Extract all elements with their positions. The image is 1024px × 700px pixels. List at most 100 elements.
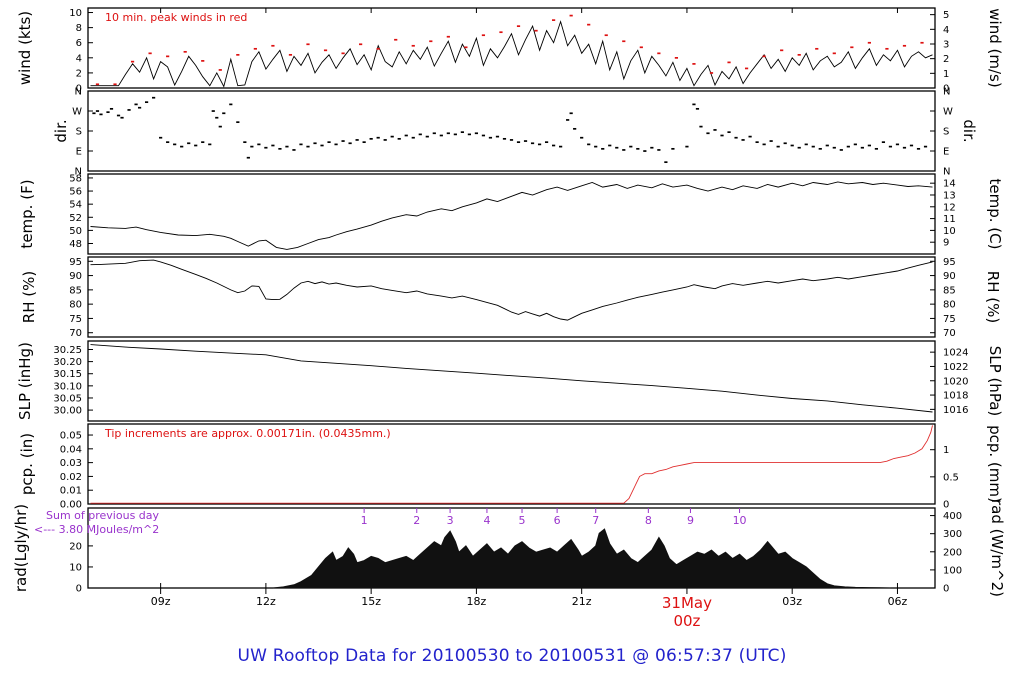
rad-right-tick-label: 100 <box>943 565 962 576</box>
wind-direction-dots <box>109 107 114 110</box>
wind-direction-dots <box>418 133 422 136</box>
wind-direction-dots <box>741 139 745 141</box>
wind-direction-dots <box>404 134 408 137</box>
wind-direction-dots <box>257 143 261 146</box>
wind-direction-dots <box>271 144 275 147</box>
wind-peaks-dots <box>253 47 257 50</box>
rad-left-tick-label: 10 <box>69 562 82 573</box>
wind-peaks-dots <box>604 34 608 37</box>
wind-direction-dots <box>762 143 766 146</box>
wind-direction-dots <box>601 147 605 150</box>
rad-right-tick-label: 200 <box>943 547 962 558</box>
wind-direction-dots <box>495 135 500 138</box>
temp-left-tick-label: 54 <box>69 200 82 211</box>
rh-left-tick-label: 85 <box>69 285 82 296</box>
wind-direction-dots <box>194 144 198 147</box>
wind-direction-dots <box>706 132 710 135</box>
wind-direction-dots <box>327 141 331 144</box>
wind-direction-dots <box>474 132 479 135</box>
wind-peaks-dots <box>306 43 310 46</box>
wind-direction-dots <box>243 141 247 144</box>
wind-direction-dots <box>867 144 871 147</box>
rad-sum-label: 7 <box>592 514 599 527</box>
wind-right-tick-label: 0 <box>943 84 949 95</box>
rad-right-tick-label: 0 <box>943 584 949 595</box>
pcp-left-tick-label: 0.01 <box>60 486 82 497</box>
wind-peaks-dots <box>446 35 450 38</box>
x-label: 09z <box>151 595 171 608</box>
relative-humidity-line <box>90 259 933 321</box>
wind-direction-dots <box>116 114 121 117</box>
wind-direction-dots <box>783 142 787 145</box>
wind-direction-dots <box>713 129 717 131</box>
wind-peaks-dots <box>341 52 345 55</box>
rad-sum-label: 8 <box>645 514 652 527</box>
wind-left-tick-label: 0 <box>76 84 82 95</box>
wind-direction-dots <box>425 135 429 138</box>
wind-peaks-dots <box>411 44 415 47</box>
wind-direction-dots <box>888 145 893 148</box>
temp-left-tick-label: 52 <box>69 213 82 224</box>
slp-right-tick-label: 1018 <box>943 391 968 402</box>
wind-peaks-dots <box>376 47 380 50</box>
wind-direction-dots <box>173 143 177 146</box>
rh-right-tick-label: 75 <box>943 314 956 325</box>
wind-direction-dots <box>825 144 829 147</box>
rad-left-tick-label: 20 <box>69 541 82 552</box>
wind-direction-dots <box>839 149 843 151</box>
wind-annotation: 10 min. peak winds in red <box>105 11 247 24</box>
panel-dir <box>87 90 936 172</box>
wind-direction-dots <box>544 141 549 144</box>
wind-direction-dots <box>152 96 156 99</box>
wind-direction-dots <box>748 135 752 138</box>
wind-direction-dots <box>453 133 457 136</box>
dir-right-tick-label: W <box>943 107 953 118</box>
wind-peaks-dots <box>148 52 152 55</box>
wind-direction-dots <box>727 131 731 134</box>
rad-annotation: <--- 3.80 MJoules/m^2 <box>34 523 159 536</box>
wind-direction-dots <box>187 142 191 145</box>
wind-direction-dots <box>523 140 528 142</box>
wind-peaks-dots <box>744 67 749 70</box>
wind-direction-dots <box>134 103 138 106</box>
wind-peaks-dots <box>832 52 836 55</box>
wind-direction-dots <box>137 106 142 109</box>
wind-direction-dots <box>120 116 124 119</box>
wind-direction-dots <box>587 143 591 146</box>
rh-left-tick-label: 90 <box>69 271 82 282</box>
wind-peaks-dots <box>201 60 205 62</box>
wind-direction-dots <box>916 147 921 150</box>
slp-left-tick-label: 30.10 <box>53 381 82 392</box>
precip-accum-line <box>90 425 933 504</box>
wind-direction-dots <box>636 147 640 150</box>
wind-peaks-dots <box>780 49 784 52</box>
wind-direction-dots <box>664 161 668 164</box>
rh-right-tick-label: 85 <box>943 285 956 296</box>
wind-right-tick-label: 3 <box>943 39 949 50</box>
wind-direction-dots <box>95 110 100 112</box>
wind-direction-dots <box>629 145 633 148</box>
panel-wind <box>87 7 936 89</box>
wind-direction-dots <box>643 150 647 152</box>
x-label-date: 31May <box>662 594 712 612</box>
wind-peaks-dots <box>867 41 871 44</box>
wind-peaks-dots <box>516 25 521 28</box>
wind-direction-dots <box>811 145 815 148</box>
panel-temp <box>87 173 936 255</box>
wind-speed-line <box>90 20 933 88</box>
wind-direction-dots <box>902 146 907 149</box>
slp-left-axis-label: SLP (inHg) <box>16 342 34 420</box>
wind-direction-dots <box>362 141 366 144</box>
wind-peaks-dots <box>288 53 293 56</box>
wind-direction-dots <box>552 144 556 147</box>
wind-peaks-dots <box>885 47 889 50</box>
x-label: 12z <box>256 595 276 608</box>
rad-sum-label: 6 <box>554 514 561 527</box>
wind-peaks-dots <box>762 55 766 58</box>
wind-direction-dots <box>201 141 205 144</box>
wind-direction-dots <box>467 133 471 136</box>
x-label: 06z <box>888 595 908 608</box>
wind-direction-dots <box>313 142 317 145</box>
wind-direction-dots <box>159 136 163 139</box>
wind-direction-dots <box>166 141 170 144</box>
